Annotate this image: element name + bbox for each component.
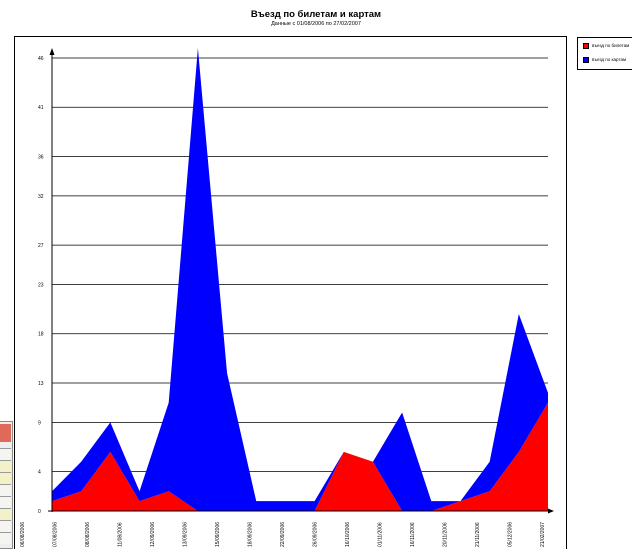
y-tick-label: 18 — [38, 332, 44, 338]
legend-item-tickets: въезд по билетам — [583, 42, 629, 50]
chart-title: Въезд по билетам и картам — [250, 9, 382, 20]
side-panel-cell — [0, 460, 11, 472]
side-panel-cell — [0, 508, 11, 520]
y-tick-label: 32 — [38, 194, 44, 200]
legend-swatch-cards — [583, 56, 589, 63]
chart-subtitle: Данные с 01/08/2006 по 27/02/2007 — [271, 21, 361, 27]
x-tick-label: 26/09/2006 — [313, 522, 319, 547]
x-tick-label: 15/09/2006 — [215, 522, 221, 547]
legend-label-tickets: въезд по билетам — [592, 43, 630, 48]
x-tick-labels: 06/08/2006 07/08/2006 08/08/2006 11/08/2006… — [20, 522, 546, 547]
legend-item-cards: въезд по картам — [583, 56, 626, 64]
x-tick-label: 08/08/2006 — [85, 522, 91, 547]
y-tick-label: 23 — [38, 283, 44, 289]
x-tick-label: 16/11/2006 — [410, 522, 416, 547]
x-tick-label: 11/08/2006 — [118, 522, 124, 547]
y-tick-labels: 0 4 9 13 18 23 27 32 36 41 46 — [38, 56, 44, 515]
side-panel-red-cell — [0, 424, 11, 442]
y-tick-label: 41 — [38, 105, 44, 111]
y-tick-label: 27 — [38, 243, 44, 249]
y-axis-arrow — [49, 48, 55, 55]
x-tick-label: 21/02/2007 — [540, 522, 546, 547]
x-tick-label: 16/10/2006 — [345, 522, 351, 547]
y-tick-label: 0 — [38, 509, 41, 515]
legend-swatch-tickets — [583, 42, 589, 49]
x-tick-label: 01/11/2006 — [378, 522, 384, 547]
series-area-tickets — [52, 402, 548, 511]
x-tick-label: 21/11/2006 — [475, 522, 481, 547]
x-tick-label: 05/12/2006 — [508, 522, 514, 547]
x-tick-label: 13/09/2006 — [183, 522, 189, 547]
series-area-cards — [52, 48, 548, 512]
legend-label-cards: въезд по картам — [592, 57, 627, 62]
side-panel-cell — [0, 496, 11, 508]
legend: въезд по билетам въезд по картам — [577, 37, 632, 70]
side-panel-cell — [0, 472, 11, 484]
y-tick-label: 4 — [38, 470, 41, 476]
side-panel-cell — [0, 532, 11, 544]
x-tick-label: 12/09/2006 — [150, 522, 156, 547]
x-tick-label: 06/08/2006 — [20, 522, 26, 547]
axes — [48, 48, 554, 514]
x-tick-label: 07/08/2006 — [53, 522, 59, 547]
x-tick-label: 20/11/2006 — [443, 522, 449, 547]
side-panel-cell — [0, 448, 11, 460]
y-tick-label: 36 — [38, 154, 44, 160]
y-tick-label: 9 — [38, 420, 41, 426]
y-tick-label: 46 — [38, 56, 44, 62]
x-tick-label: 22/09/2006 — [280, 522, 286, 547]
plot-frame — [14, 36, 567, 549]
x-axis-arrow — [548, 508, 554, 514]
side-panel-strip — [0, 421, 13, 549]
gridlines — [52, 57, 548, 473]
side-panel-cell — [0, 520, 11, 532]
series-areas — [52, 48, 548, 512]
side-panel-cell — [0, 484, 11, 496]
x-tick-label: 18/09/2006 — [248, 522, 254, 547]
y-tick-label: 13 — [38, 381, 44, 387]
